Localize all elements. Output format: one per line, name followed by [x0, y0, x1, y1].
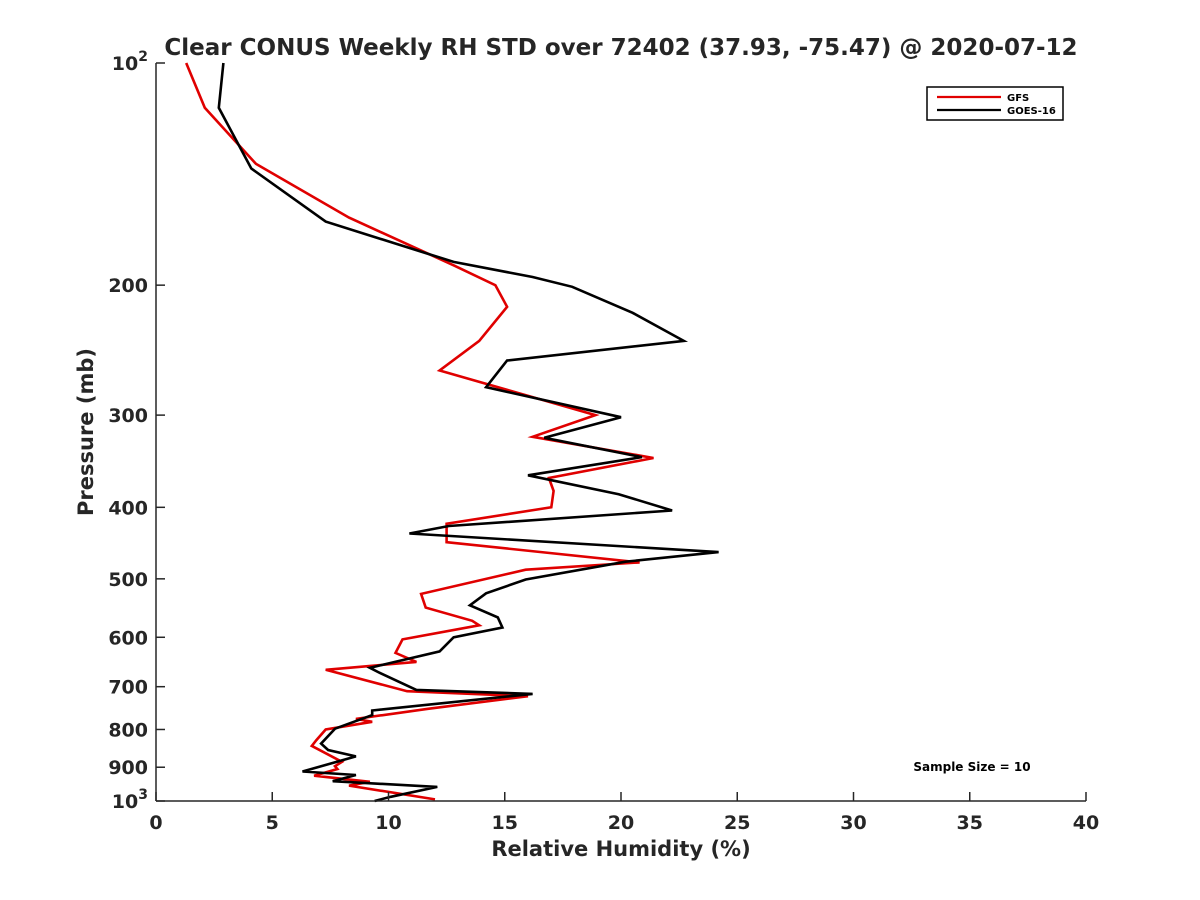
y-tick-label-base: 10	[112, 53, 138, 75]
x-tick-label: 0	[149, 812, 162, 834]
legend-box	[926, 86, 1064, 121]
x-axis-ticks: 0 5 10 15 20 25 30 35 40	[149, 792, 1099, 834]
legend-label-goes16: GOES-16	[1007, 106, 1056, 117]
y-tick-label-base: 900	[108, 757, 148, 779]
x-tick-label: 25	[724, 812, 750, 834]
y-tick-label-exponent: 3	[138, 787, 148, 803]
legend-label-gfs: GFS	[1007, 93, 1029, 104]
y-tick-label-base: 300	[108, 405, 148, 427]
y-tick-label-base: 10	[112, 791, 138, 813]
x-tick-label: 15	[492, 812, 518, 834]
y-tick-label-base: 600	[108, 627, 148, 649]
y-tick-label: 900	[108, 757, 148, 779]
y-axis-label: Pressure (mb)	[74, 348, 98, 516]
y-tick-label: 600	[108, 627, 148, 649]
y-tick-label-base: 200	[108, 275, 148, 297]
series-group	[184, 62, 719, 803]
x-tick-label: 30	[840, 812, 866, 834]
sample-size-annotation: Sample Size = 10	[913, 760, 1030, 774]
x-tick-label: 20	[608, 812, 634, 834]
y-tick-label-exponent: 2	[138, 49, 148, 65]
y-tick-label-base: 500	[108, 569, 148, 591]
plot-area: 0 5 10 15 20 25 30 35 40 10220030040050060070080…	[108, 49, 1099, 834]
x-axis-label: Relative Humidity (%)	[491, 837, 750, 861]
x-tick-label: 10	[375, 812, 401, 834]
y-tick-label: 200	[108, 275, 148, 297]
y-tick-label: 700	[108, 677, 148, 699]
y-tick-label: 103	[112, 787, 148, 813]
y-tick-label-base: 700	[108, 677, 148, 699]
y-tick-label: 800	[108, 719, 148, 741]
y-tick-label: 300	[108, 405, 148, 427]
y-tick-label-base: 400	[108, 497, 148, 519]
series-line-gfs	[184, 62, 654, 801]
x-tick-label: 35	[957, 812, 983, 834]
y-tick-label: 500	[108, 569, 148, 591]
chart-title: Clear CONUS Weekly RH STD over 72402 (37…	[164, 35, 1077, 61]
legend: GFS GOES-16	[926, 86, 1064, 121]
x-tick-label: 40	[1073, 812, 1099, 834]
y-tick-label-base: 800	[108, 719, 148, 741]
x-tick-label: 5	[266, 812, 279, 834]
series-line-goes16	[217, 62, 719, 803]
y-tick-label: 400	[108, 497, 148, 519]
y-tick-label: 102	[112, 49, 148, 75]
